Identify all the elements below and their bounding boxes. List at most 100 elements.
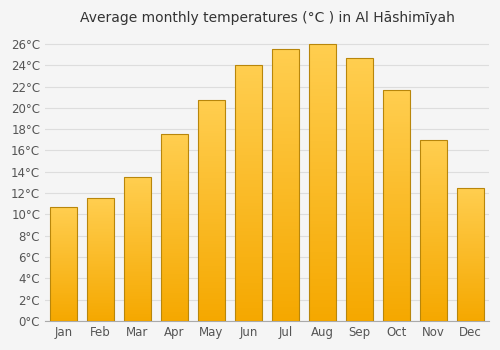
Bar [383, 153, 409, 156]
Bar [235, 318, 262, 321]
Bar [161, 165, 188, 167]
Bar [420, 219, 446, 221]
Bar [50, 290, 77, 291]
Bar [50, 268, 77, 270]
Bar [198, 189, 225, 191]
Bar [420, 239, 446, 242]
Bar [50, 317, 77, 318]
Bar [272, 239, 299, 243]
Bar [346, 248, 373, 252]
Bar [161, 291, 188, 293]
Bar [346, 183, 373, 186]
Bar [88, 258, 114, 260]
Bar [235, 212, 262, 216]
Bar [383, 237, 409, 240]
Bar [272, 86, 299, 90]
Bar [309, 158, 336, 162]
Bar [88, 208, 114, 209]
Bar [309, 72, 336, 75]
Bar [124, 226, 151, 228]
Bar [198, 224, 225, 227]
Bar [50, 211, 77, 213]
Bar [88, 240, 114, 242]
Bar [272, 120, 299, 124]
Bar [124, 274, 151, 276]
Bar [50, 261, 77, 262]
Bar [383, 133, 409, 136]
Bar [198, 244, 225, 246]
Bar [88, 310, 114, 312]
Bar [50, 298, 77, 300]
Bar [420, 169, 446, 172]
Bar [272, 178, 299, 182]
Bar [198, 271, 225, 274]
Bar [383, 289, 409, 292]
Bar [50, 295, 77, 297]
Bar [457, 294, 483, 296]
Bar [50, 281, 77, 282]
Bar [88, 235, 114, 237]
Bar [272, 192, 299, 195]
Bar [161, 260, 188, 263]
Bar [124, 264, 151, 265]
Bar [88, 307, 114, 309]
Bar [124, 182, 151, 184]
Bar [420, 178, 446, 181]
Bar [88, 214, 114, 215]
Bar [88, 203, 114, 204]
Bar [198, 233, 225, 236]
Bar [383, 252, 409, 254]
Bar [272, 287, 299, 290]
Bar [235, 190, 262, 193]
Bar [198, 194, 225, 197]
Bar [272, 307, 299, 311]
Bar [383, 165, 409, 168]
Bar [124, 191, 151, 193]
Bar [161, 200, 188, 202]
Bar [88, 271, 114, 272]
Bar [420, 269, 446, 271]
Bar [88, 231, 114, 232]
Bar [124, 177, 151, 179]
Bar [420, 162, 446, 165]
Bar [309, 82, 336, 85]
Bar [272, 189, 299, 192]
Bar [383, 159, 409, 162]
Bar [272, 56, 299, 60]
Bar [420, 316, 446, 319]
Bar [124, 271, 151, 272]
Bar [420, 292, 446, 294]
Bar [309, 134, 336, 138]
Bar [124, 201, 151, 202]
Bar [88, 254, 114, 255]
Bar [272, 76, 299, 80]
Bar [457, 241, 483, 243]
Bar [198, 216, 225, 219]
Bar [457, 229, 483, 231]
Bar [309, 138, 336, 141]
Bar [309, 186, 336, 189]
Bar [272, 290, 299, 294]
Bar [124, 256, 151, 258]
Bar [235, 104, 262, 107]
Bar [457, 271, 483, 273]
Bar [50, 264, 77, 265]
Bar [88, 229, 114, 231]
Bar [198, 114, 225, 117]
Bar [346, 301, 373, 304]
Bar [383, 127, 409, 130]
Bar [88, 289, 114, 290]
Bar [50, 247, 77, 248]
Bar [383, 188, 409, 191]
Bar [161, 139, 188, 141]
Bar [346, 196, 373, 199]
Bar [198, 197, 225, 199]
Bar [346, 166, 373, 170]
Bar [309, 203, 336, 207]
Bar [309, 255, 336, 259]
Bar [420, 282, 446, 285]
Bar [457, 273, 483, 274]
Bar [235, 113, 262, 116]
Bar [272, 304, 299, 307]
Bar [346, 120, 373, 124]
